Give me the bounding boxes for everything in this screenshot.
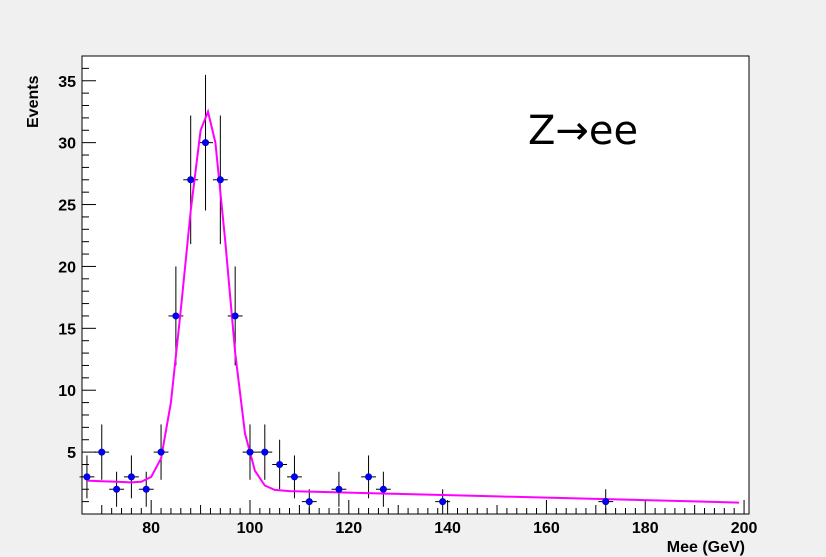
x-tick-label: 80	[142, 520, 160, 537]
data-point	[157, 448, 165, 456]
y-axis-title: Events	[25, 75, 42, 128]
x-tick-label: 200	[731, 520, 758, 537]
data-points	[83, 139, 610, 506]
data-point	[142, 485, 150, 493]
data-point	[246, 448, 254, 456]
axis-ticks	[82, 67, 745, 514]
data-point	[276, 460, 284, 468]
x-tick-label: 160	[533, 520, 560, 537]
data-point	[202, 139, 210, 147]
x-tick-label: 140	[434, 520, 461, 537]
fit-curve	[86, 108, 740, 504]
data-point	[602, 498, 610, 506]
x-axis-title: Mee (GeV)	[667, 539, 745, 556]
data-point	[216, 176, 224, 184]
y-tick-label: 30	[58, 136, 76, 153]
data-point	[83, 473, 91, 481]
plot-area	[81, 55, 750, 515]
tick-labels: 80 100 120 140 160 180 200 5 10 15 20 25 30 35	[58, 74, 757, 537]
x-tick-label: 100	[237, 520, 264, 537]
data-point	[335, 485, 343, 493]
data-point	[261, 448, 269, 456]
y-tick-label: 5	[67, 445, 76, 462]
annotation-label: Z→ee	[528, 108, 638, 154]
data-point	[439, 498, 447, 506]
data-point	[127, 473, 135, 481]
y-tick-label: 35	[58, 74, 76, 91]
y-tick-label: 15	[58, 321, 76, 338]
data-point	[187, 176, 195, 184]
data-point	[98, 448, 106, 456]
y-tick-label: 20	[58, 259, 76, 276]
data-point	[379, 485, 387, 493]
data-point	[231, 312, 239, 320]
y-tick-label: 10	[58, 383, 76, 400]
x-tick-label: 180	[632, 520, 659, 537]
data-point	[365, 473, 373, 481]
data-point	[113, 485, 121, 493]
x-tick-label: 120	[335, 520, 362, 537]
data-point	[290, 473, 298, 481]
y-tick-label: 25	[58, 198, 76, 215]
data-point	[305, 498, 313, 506]
data-point	[172, 312, 180, 320]
